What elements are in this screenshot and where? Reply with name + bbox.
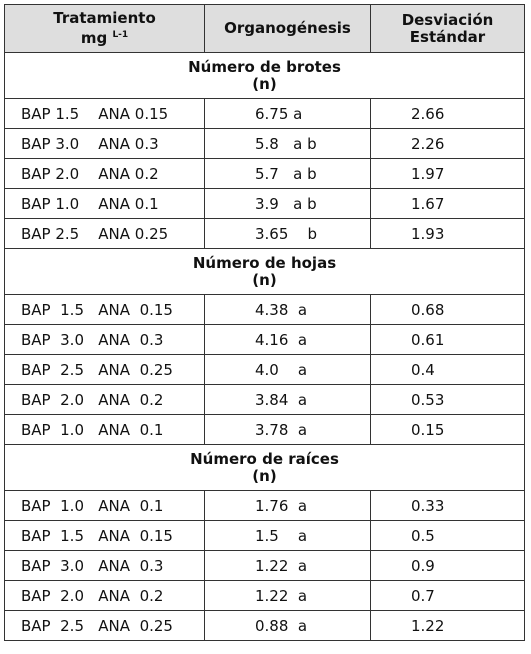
- section-subtitle: (n): [252, 466, 277, 485]
- treatment-cell: BAP 2.0 ANA 0.2: [4, 384, 205, 415]
- section-row: Número de brotes (n): [4, 52, 525, 99]
- data-row: BAP 1.5 ANA 0.15 6.75 a 2.66: [4, 98, 525, 129]
- data-row: BAP 1.0 ANA 0.1 1.76 a 0.33: [4, 490, 525, 521]
- std-cell: 2.26: [370, 128, 525, 159]
- data-row: BAP 3.0 ANA 0.3 4.16 a 0.61: [4, 324, 525, 355]
- organogenesis-cell: 3.84 a: [204, 384, 371, 415]
- organogenesis-cell: 3.78 a: [204, 414, 371, 445]
- organogenesis-cell: 6.75 a: [204, 98, 371, 129]
- treatment-cell: BAP 3.0 ANA 0.3: [4, 324, 205, 355]
- data-row: BAP 1.0 ANA 0.1 3.78 a 0.15: [4, 414, 525, 445]
- header-text: Estándar: [409, 27, 486, 46]
- table-header: Tratamiento mg L-1 Organogénesis Desviaci…: [4, 4, 525, 53]
- data-row: BAP 2.5 ANA 0.25 4.0 a 0.4: [4, 354, 525, 385]
- std-cell: 0.61: [370, 324, 525, 355]
- header-text: Desviación: [401, 10, 494, 29]
- organogenesis-cell: 4.0 a: [204, 354, 371, 385]
- treatment-cell: BAP 3.0 ANA 0.3: [4, 550, 205, 581]
- treatment-cell: BAP 2.5 ANA 0.25: [4, 218, 205, 249]
- header-unit: mg: [80, 29, 108, 47]
- treatment-cell: BAP 1.5 ANA 0.15: [4, 520, 205, 551]
- header-text: Tratamiento: [53, 9, 156, 27]
- organogenesis-cell: 1.76 a: [204, 490, 371, 521]
- treatment-cell: BAP 1.0 ANA 0.1: [4, 188, 205, 219]
- section-subtitle: (n): [252, 270, 277, 289]
- section-title-text: Número de hojas: [192, 253, 337, 272]
- organogenesis-cell: 4.16 a: [204, 324, 371, 355]
- std-cell: 0.15: [370, 414, 525, 445]
- data-row: BAP 2.0 ANA 0.2 1.22 a 0.7: [4, 580, 525, 611]
- table-body: Número de brotes (n) BAP 1.5 ANA 0.15 6.75 …: [4, 52, 525, 641]
- header-organogenesis: Organogénesis: [204, 4, 371, 53]
- header-exponent: L-1: [112, 30, 129, 40]
- data-row: BAP 3.0 ANA 0.3 5.8 a b 2.26: [4, 128, 525, 159]
- std-cell: 1.22: [370, 610, 525, 641]
- data-row: BAP 1.5 ANA 0.15 1.5 a 0.5: [4, 520, 525, 551]
- organogenesis-cell: 3.65 b: [204, 218, 371, 249]
- data-table: Tratamiento mg L-1 Organogénesis Desviaci…: [4, 4, 525, 641]
- section-title-text: Número de brotes: [188, 57, 341, 76]
- organogenesis-cell: 3.9 a b: [204, 188, 371, 219]
- data-row: BAP 2.0 ANA 0.2 5.7 a b 1.97: [4, 158, 525, 189]
- data-row: BAP 2.0 ANA 0.2 3.84 a 0.53: [4, 384, 525, 415]
- treatment-cell: BAP 3.0 ANA 0.3: [4, 128, 205, 159]
- treatment-cell: BAP 2.0 ANA 0.2: [4, 580, 205, 611]
- section-title: Número de hojas (n): [4, 248, 525, 295]
- organogenesis-cell: 4.38 a: [204, 294, 371, 325]
- section-row: Número de raíces (n): [4, 444, 525, 491]
- std-cell: 0.68: [370, 294, 525, 325]
- treatment-cell: BAP 1.0 ANA 0.1: [4, 490, 205, 521]
- std-cell: 0.33: [370, 490, 525, 521]
- std-cell: 0.4: [370, 354, 525, 385]
- header-std: Desviación Estándar: [370, 4, 525, 53]
- organogenesis-cell: 1.22 a: [204, 580, 371, 611]
- section-title-text: Número de raíces: [190, 449, 339, 468]
- data-row: BAP 2.5 ANA 0.25 3.65 b 1.93: [4, 218, 525, 249]
- std-cell: 2.66: [370, 98, 525, 129]
- treatment-cell: BAP 2.5 ANA 0.25: [4, 610, 205, 641]
- treatment-cell: BAP 2.5 ANA 0.25: [4, 354, 205, 385]
- treatment-cell: BAP 1.5 ANA 0.15: [4, 98, 205, 129]
- std-cell: 0.7: [370, 580, 525, 611]
- std-cell: 1.97: [370, 158, 525, 189]
- data-row: BAP 2.5 ANA 0.25 0.88 a 1.22: [4, 610, 525, 641]
- section-title: Número de brotes (n): [4, 52, 525, 99]
- treatment-cell: BAP 1.0 ANA 0.1: [4, 414, 205, 445]
- std-cell: 1.93: [370, 218, 525, 249]
- section-row: Número de hojas (n): [4, 248, 525, 295]
- treatment-cell: BAP 2.0 ANA 0.2: [4, 158, 205, 189]
- data-row: BAP 1.0 ANA 0.1 3.9 a b 1.67: [4, 188, 525, 219]
- organogenesis-cell: 1.22 a: [204, 550, 371, 581]
- organogenesis-cell: 1.5 a: [204, 520, 371, 551]
- header-treatment: Tratamiento mg L-1: [4, 4, 205, 53]
- data-row: BAP 1.5 ANA 0.15 4.38 a 0.68: [4, 294, 525, 325]
- data-row: BAP 3.0 ANA 0.3 1.22 a 0.9: [4, 550, 525, 581]
- std-cell: 1.67: [370, 188, 525, 219]
- treatment-cell: BAP 1.5 ANA 0.15: [4, 294, 205, 325]
- std-cell: 0.53: [370, 384, 525, 415]
- std-cell: 0.9: [370, 550, 525, 581]
- std-cell: 0.5: [370, 520, 525, 551]
- section-title: Número de raíces (n): [4, 444, 525, 491]
- organogenesis-cell: 5.7 a b: [204, 158, 371, 189]
- organogenesis-cell: 5.8 a b: [204, 128, 371, 159]
- organogenesis-cell: 0.88 a: [204, 610, 371, 641]
- section-subtitle: (n): [252, 74, 277, 93]
